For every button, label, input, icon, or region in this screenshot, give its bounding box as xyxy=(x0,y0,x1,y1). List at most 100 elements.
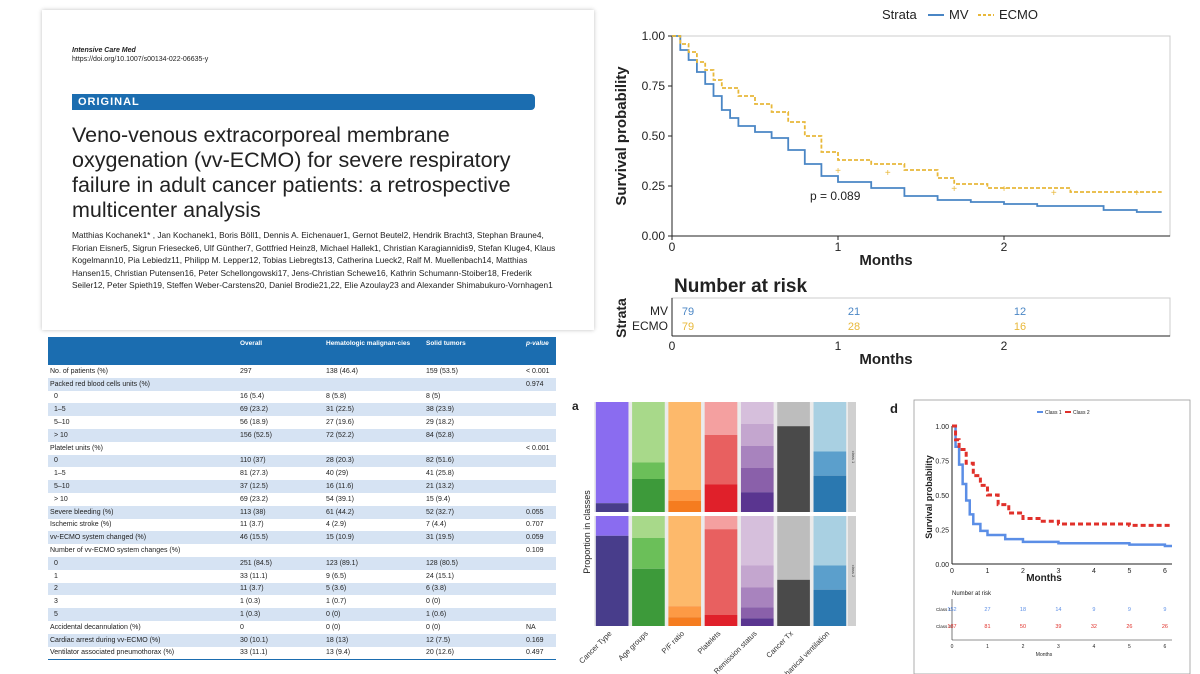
table-row: 0 110 (37) 28 (20.3) 82 (51.6) xyxy=(48,454,556,468)
km-line-mv xyxy=(672,35,1162,213)
table-cell: 69 (23.2) xyxy=(240,495,269,503)
table-cell: 72 (52.2) xyxy=(324,428,424,442)
risk-value: 39 xyxy=(1055,624,1061,630)
risk-table-area xyxy=(671,297,1171,337)
legend-title: Strata xyxy=(882,7,917,22)
category-label: Platelets xyxy=(696,629,723,656)
y-tick-label: 1.00 xyxy=(642,29,666,43)
risk-row-label: Class 1 xyxy=(936,607,952,612)
risk-x-tick-label: 6 xyxy=(1164,644,1167,650)
table-cell: 156 (52.5) xyxy=(238,428,324,442)
table-cell: 31 (19.5) xyxy=(424,531,524,545)
table-cell xyxy=(524,428,556,442)
y-tick-label: 0.50 xyxy=(642,129,666,143)
paper-header-panel: Intensive Care Med https://doi.org/10.10… xyxy=(42,10,594,330)
risk-row-label: Class 2 xyxy=(936,624,952,629)
table-cell xyxy=(524,493,556,506)
stacked-bar-segment xyxy=(740,587,774,608)
table-row: 5–10 37 (12.5) 16 (11.6) 21 (13.2) xyxy=(48,480,556,493)
table-cell: 1–5 xyxy=(48,403,238,417)
risk-value: 12 xyxy=(1014,306,1026,318)
table-cell: 0.169 xyxy=(524,633,556,647)
stacked-bar-segment xyxy=(704,529,738,615)
risk-value: 28 xyxy=(848,321,860,333)
journal-name: Intensive Care Med xyxy=(72,47,136,54)
table-cell: 5 (3.6) xyxy=(324,582,424,596)
table-row: Packed red blood cells units (%) 0.974 xyxy=(48,377,556,391)
table-cell: Ventilator associated pneumothorax (%) xyxy=(48,646,238,660)
risk-value: 79 xyxy=(682,321,694,333)
table-cell: 1 (0.3) xyxy=(238,608,324,621)
risk-value: 9 xyxy=(1163,607,1166,613)
risk-value: 18 xyxy=(1020,607,1026,613)
x-tick-label: 3 xyxy=(1056,568,1060,575)
risk-value: 9 xyxy=(1128,607,1131,613)
table-row: Ventilator associated pneumothorax (%) 33… xyxy=(48,646,556,660)
table-cell xyxy=(524,416,556,429)
stacked-bar-segment xyxy=(777,402,810,427)
table-cell: 0 (0) xyxy=(326,623,341,631)
table-row: 2 11 (3.7) 5 (3.6) 6 (3.8) xyxy=(48,582,556,596)
author-list: Matthias Kochanek1* , Jan Kochanek1, Bor… xyxy=(72,230,556,290)
category-label: Age groups xyxy=(616,629,650,663)
stacked-bar-segment xyxy=(740,402,774,424)
table-header-cell xyxy=(48,337,238,365)
table-cell: 5 xyxy=(48,608,238,621)
x-tick-label: 6 xyxy=(1163,568,1167,575)
table-cell: 9 (6.5) xyxy=(326,572,347,580)
y-tick-label: 0.25 xyxy=(642,179,666,193)
table-header-row: Overall Hematologic malignan-cies Solid … xyxy=(48,337,556,365)
table-cell: 20 (12.6) xyxy=(424,646,524,660)
table-cell: Severe bleeding (%) xyxy=(48,505,238,519)
table-cell: 41 (25.8) xyxy=(426,470,455,478)
legend-label-mv: MV xyxy=(949,7,969,22)
table-cell: 138 (46.4) xyxy=(326,367,358,375)
results-table: Overall Hematologic malignan-cies Solid … xyxy=(48,337,556,660)
table-cell: 6 (3.8) xyxy=(424,582,524,596)
stacked-bar-segment xyxy=(595,402,629,504)
stacked-bar-segment xyxy=(668,606,702,618)
x-tick-label: 2 xyxy=(1021,568,1025,575)
table-cell: 13 (9.4) xyxy=(324,646,424,660)
risk-table-title: Number at risk xyxy=(952,591,992,597)
table-cell xyxy=(524,480,556,493)
stacked-bar-segment xyxy=(595,503,629,512)
table-cell: 21 (13.2) xyxy=(424,480,524,493)
table-cell: < 0.001 xyxy=(526,367,550,375)
p-value-annotation: p = 0.089 xyxy=(810,189,861,203)
table-row: Accidental decannulation (%) 0 0 (0) 0 (0) N… xyxy=(48,621,556,634)
stacked-bar-segment xyxy=(595,535,629,626)
y-tick-label: 0.25 xyxy=(935,528,949,535)
table-cell: 4 (2.9) xyxy=(326,521,347,529)
stacked-bar-segment xyxy=(740,492,774,512)
table-row: Platelet units (%) < 0.001 xyxy=(48,442,556,455)
table-cell: 24 (15.1) xyxy=(426,572,455,580)
y-tick-label: 1.00 xyxy=(935,424,949,431)
table-cell: 18 (13) xyxy=(324,633,424,647)
censor-mark-ecmo: + xyxy=(1051,188,1057,199)
x-tick-label: 2 xyxy=(1001,240,1008,254)
table-cell: 16 (5.4) xyxy=(240,393,265,401)
table-cell: Ischemic stroke (%) xyxy=(50,521,112,529)
stacked-bar-segment xyxy=(813,516,847,566)
risk-value: 50 xyxy=(1020,624,1026,630)
table-cell: > 10 xyxy=(48,428,238,442)
risk-x-tick-label: 1 xyxy=(835,339,842,353)
table-cell: 33 (11.1) xyxy=(238,646,324,660)
doi-link[interactable]: https://doi.org/10.1007/s00134-022-06635… xyxy=(72,56,209,63)
risk-x-axis-label: Months xyxy=(859,351,912,368)
article-type-label: ORIGINAL xyxy=(78,96,140,108)
table-cell: 38 (23.9) xyxy=(424,403,524,417)
table-row: 5–10 56 (18.9) 27 (19.6) 29 (18.2) xyxy=(48,416,556,429)
risk-value: 26 xyxy=(1126,624,1132,630)
table-cell: 5–10 xyxy=(48,480,238,493)
y-axis-label: Survival probability xyxy=(613,66,630,206)
table-cell: 0.055 xyxy=(524,505,556,519)
table-cell: 2 xyxy=(48,582,238,596)
table-row: Number of vv-ECMO system changes (%) 0.10… xyxy=(48,544,556,557)
facet-label: class 2 xyxy=(851,565,856,578)
table-cell: 0 (0) xyxy=(324,608,424,621)
risk-y-axis-label: Strata xyxy=(613,298,629,338)
table-cell xyxy=(524,595,556,608)
